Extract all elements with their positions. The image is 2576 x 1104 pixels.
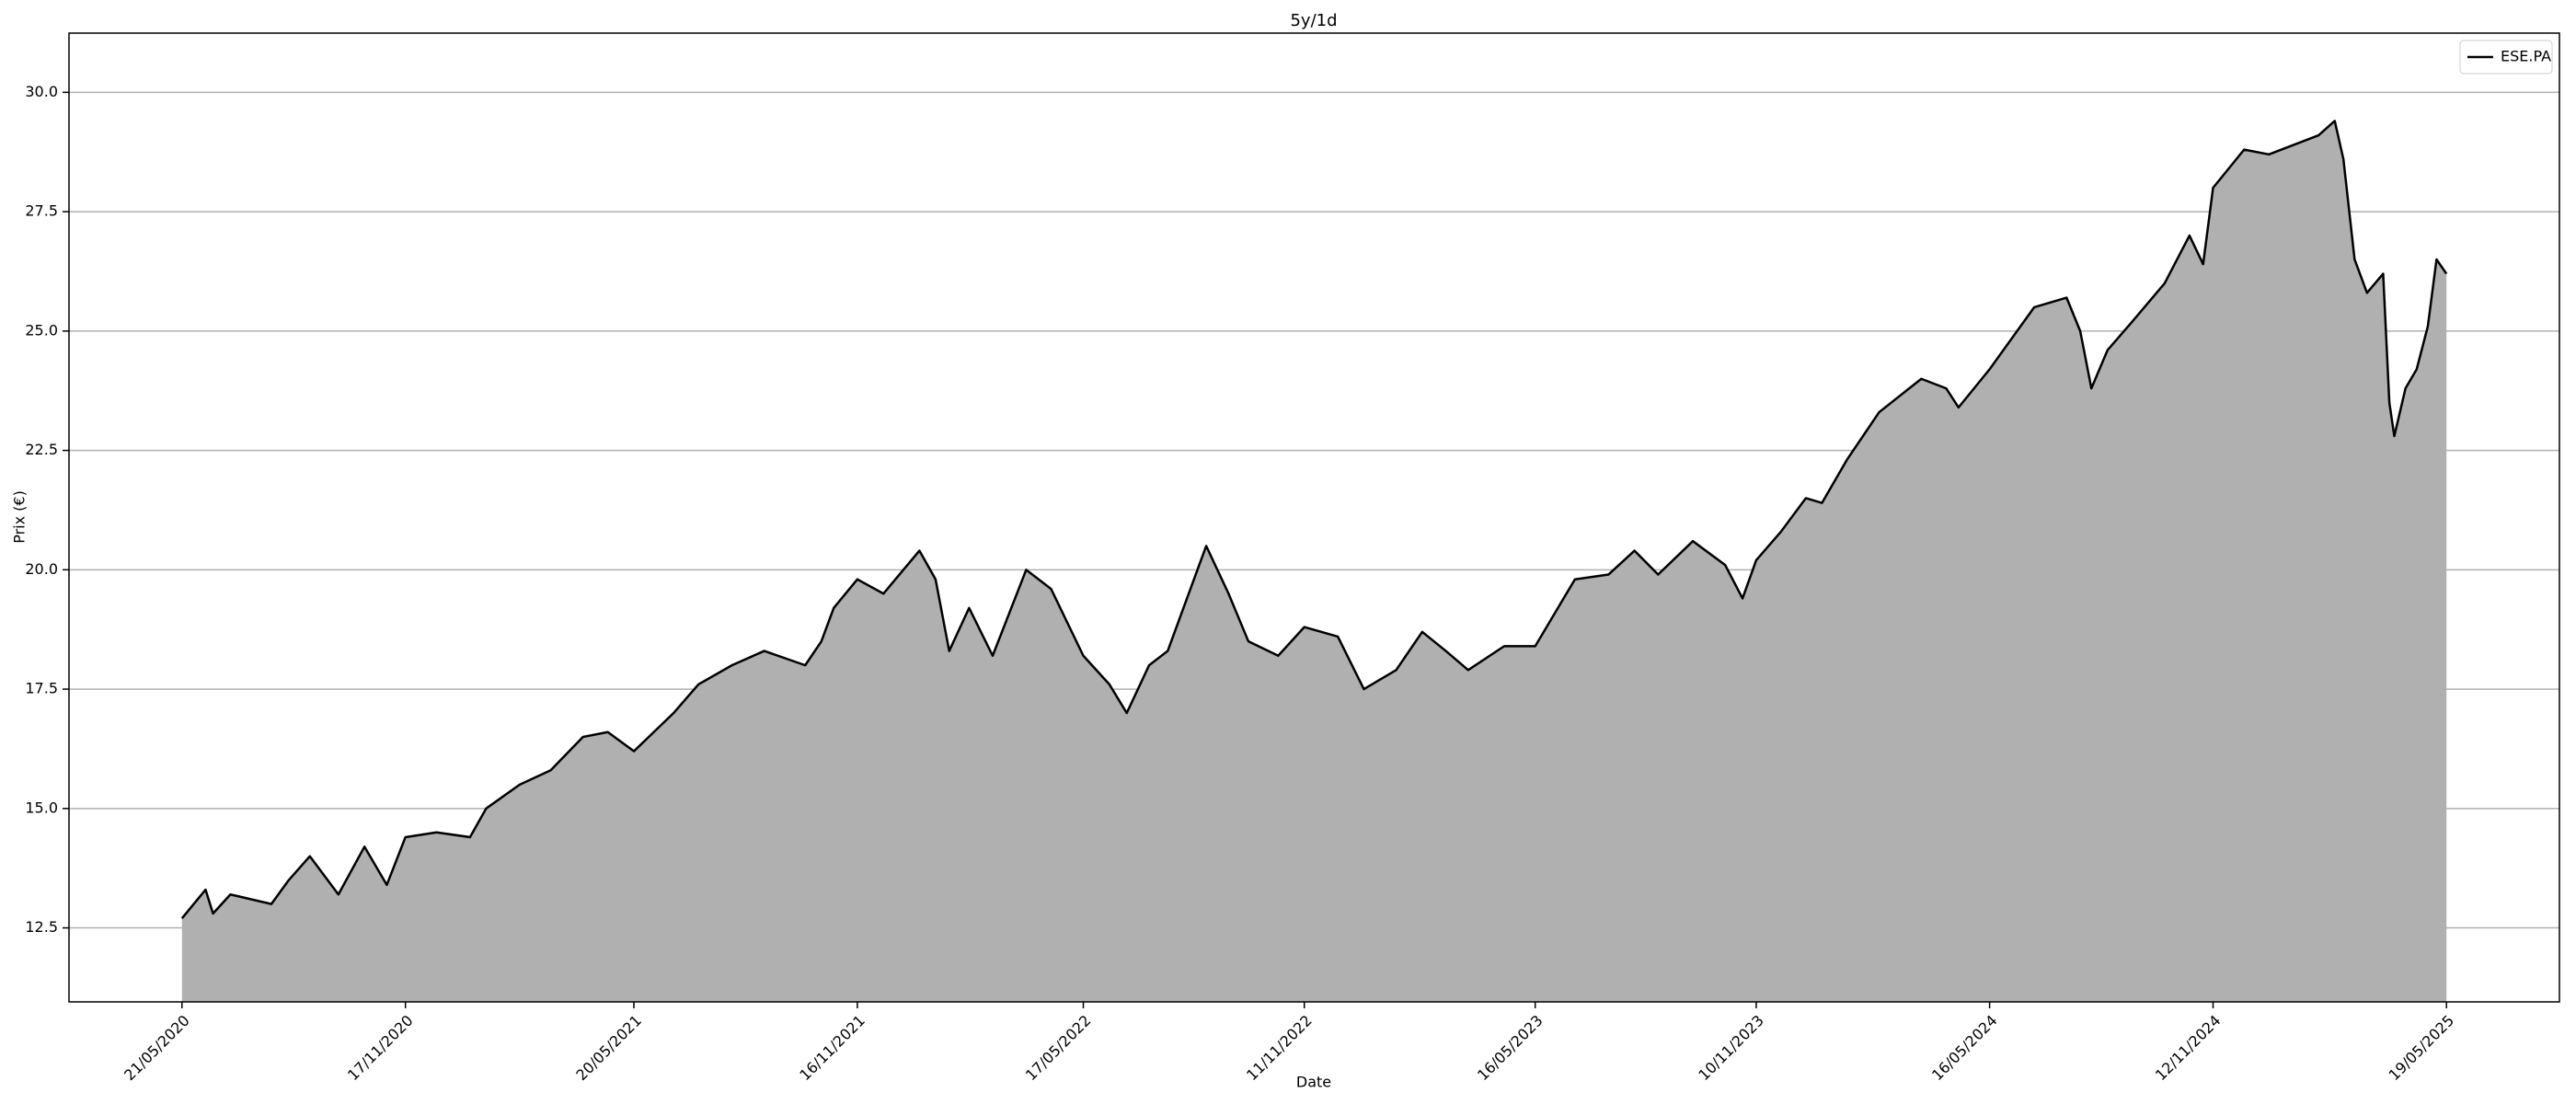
y-tick-label: 30.0 <box>25 83 58 100</box>
area <box>181 121 2447 1002</box>
y-axis-label: Prix (€) <box>11 490 29 544</box>
line <box>180 120 2448 919</box>
x-axis-label: Date <box>1296 1074 1331 1091</box>
legend-box <box>2459 40 2553 75</box>
y-tick-label: 25.0 <box>25 321 58 339</box>
y-tick-label: 17.5 <box>25 680 58 697</box>
y-tick-label: 15.0 <box>25 799 58 816</box>
y-tick-label: 20.0 <box>25 560 58 578</box>
y-tick-label: 12.5 <box>25 918 58 936</box>
y-tick-label: 27.5 <box>25 202 58 220</box>
plot-frame <box>68 32 2560 1003</box>
legend-label: ESE.PA <box>2501 48 2551 65</box>
chart-title: 5y/1d <box>1290 11 1337 30</box>
y-tick-label: 22.5 <box>25 441 58 458</box>
